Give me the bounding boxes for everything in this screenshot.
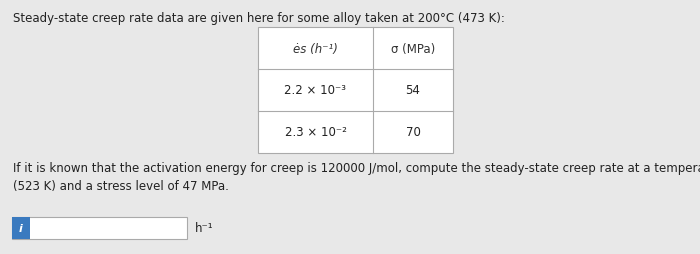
Text: ės (h⁻¹): ės (h⁻¹)	[293, 42, 338, 55]
Bar	[258, 28, 453, 153]
Text: 2.2 × 10⁻³: 2.2 × 10⁻³	[284, 84, 346, 97]
Bar	[12, 217, 30, 239]
Text: h⁻¹: h⁻¹	[195, 222, 214, 235]
Text: Steady-state creep rate data are given here for some alloy taken at 200°C (473 K: Steady-state creep rate data are given h…	[13, 12, 505, 25]
Text: 54: 54	[405, 84, 421, 97]
Text: i: i	[19, 223, 23, 233]
Text: σ (MPa): σ (MPa)	[391, 42, 435, 55]
Text: If it is known that the activation energy for creep is 120000 J/mol, compute the: If it is known that the activation energ…	[13, 161, 700, 193]
Text: 2.3 × 10⁻²: 2.3 × 10⁻²	[285, 126, 346, 139]
Text: 70: 70	[405, 126, 421, 139]
Bar	[12, 217, 187, 239]
